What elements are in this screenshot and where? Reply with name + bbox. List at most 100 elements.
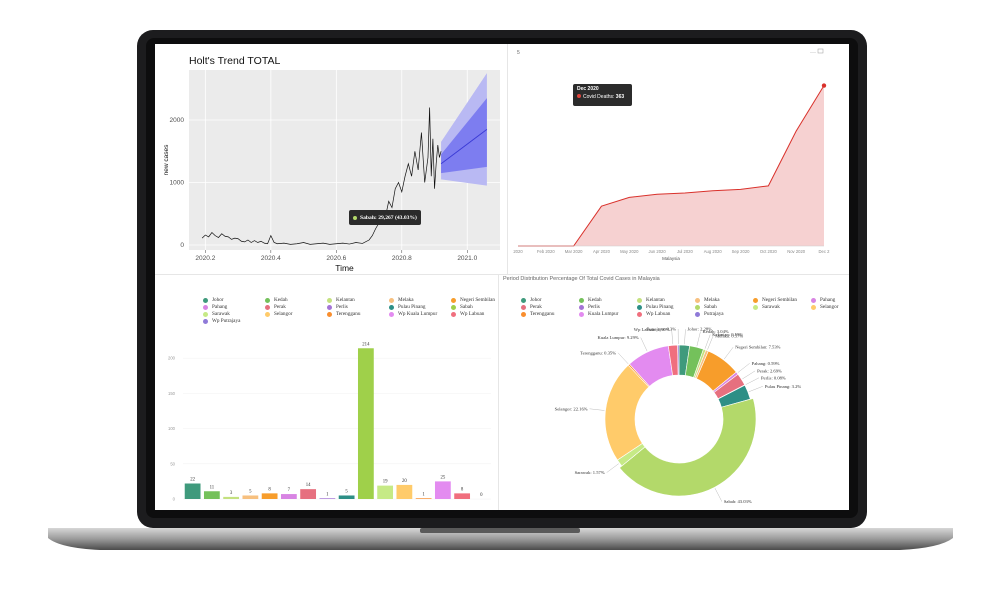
bar-legend-item[interactable]: Perak bbox=[265, 304, 323, 310]
deaths-x-tick-label: Sep 2020 bbox=[732, 249, 751, 254]
donut-data-label: Terengganu: 0.35% bbox=[580, 350, 616, 355]
covid-deaths-chart: 5 ··· 2020 Feb 2020 Mar 2020 Apr 2020 May 2020… bbox=[513, 48, 831, 261]
bar-y-tick-label: 200 bbox=[168, 356, 176, 361]
bar-legend-item[interactable]: Selangor bbox=[265, 311, 323, 317]
bar-data-label: 14 bbox=[306, 483, 311, 488]
donut-legend-item[interactable]: Kelantan bbox=[637, 297, 691, 303]
donut-legend-swatch bbox=[521, 304, 526, 310]
bar-legend-item[interactable]: Melaka bbox=[389, 297, 447, 303]
donut-legend-item[interactable]: Perak bbox=[521, 304, 575, 310]
donut-leader-line bbox=[684, 329, 686, 345]
bar-legend-item[interactable]: Kedah bbox=[265, 297, 323, 303]
bar-legend-label: Kelantan bbox=[336, 297, 355, 303]
donut-legend-label: Kelantan bbox=[646, 297, 665, 303]
bar-data-label: 8 bbox=[461, 487, 464, 492]
bar-legend-label: Sarawak bbox=[212, 311, 230, 317]
bar-legend-item[interactable]: Sarawak bbox=[203, 311, 261, 317]
bar bbox=[280, 494, 297, 499]
bar-legend-label: Melaka bbox=[398, 297, 414, 303]
donut-data-label: Putrajaya: 0.3% bbox=[647, 327, 677, 332]
donut-data-label: Johor: 2.28% bbox=[687, 327, 712, 332]
bar-legend-label: Johor bbox=[212, 297, 224, 303]
holt-y-tick-label: 2000 bbox=[170, 117, 185, 124]
donut-legend-item[interactable]: Johor bbox=[521, 297, 575, 303]
deaths-tooltip-value: 363 bbox=[615, 94, 625, 100]
holt-y-label: new cases bbox=[163, 144, 170, 175]
donut-data-label: Melaka: 0.57% bbox=[715, 333, 743, 338]
distribution-donut-panel: Period Distribution Percentage Of Total … bbox=[498, 274, 849, 510]
deaths-x-tick-label: Dec 2 bbox=[819, 249, 831, 254]
bar-legend-label: Wp Labuan bbox=[460, 311, 485, 317]
donut-slice bbox=[619, 398, 757, 497]
donut-data-label: Wp Labuan: 1.99% bbox=[634, 327, 670, 332]
bar-legend-item[interactable]: Wp Putrajaya bbox=[203, 318, 261, 324]
bar-legend-item[interactable]: Pulau Pinang bbox=[389, 304, 447, 310]
bar bbox=[357, 348, 374, 499]
deaths-tooltip-label: Covid Deaths: bbox=[583, 94, 615, 100]
donut-legend-item[interactable]: Putrajaya bbox=[695, 311, 749, 317]
donut-legend-item[interactable]: Melaka bbox=[695, 297, 749, 303]
deaths-x-tick-label: Jun 2020 bbox=[648, 249, 666, 254]
donut-legend-item[interactable]: Terengganu bbox=[521, 311, 575, 317]
donut-leader-line bbox=[707, 335, 714, 350]
bar-legend-item[interactable]: Wp Kuala Lumpur bbox=[389, 311, 447, 317]
donut-legend-item[interactable]: Pahang bbox=[811, 297, 849, 303]
bar-legend-item[interactable]: Perlis bbox=[327, 304, 385, 310]
bar-legend-item[interactable]: Johor bbox=[203, 297, 261, 303]
bar-legend-swatch bbox=[265, 297, 270, 303]
bar-legend-swatch bbox=[451, 311, 456, 317]
holt-x-tick-label: 2020.2 bbox=[195, 255, 215, 262]
deaths-x-tick-label: Feb 2020 bbox=[537, 249, 555, 254]
holt-x-tick-label: 2020.4 bbox=[261, 255, 281, 262]
bar-legend-swatch bbox=[451, 297, 456, 303]
deaths-tooltip-title: Dec 2020 bbox=[577, 86, 599, 92]
bar-legend-label: Perak bbox=[274, 304, 286, 310]
bar-legend: Johor Kedah Kelantan Melaka Negeri Sembilan P… bbox=[203, 297, 498, 324]
donut-legend-label: Kuala Lumpur bbox=[588, 311, 619, 317]
bar-legend-label: Terengganu bbox=[336, 311, 361, 317]
donut-legend-item[interactable]: Negeri Sembilan bbox=[753, 297, 807, 303]
donut-leader-line bbox=[748, 386, 763, 392]
bar-legend-label: Negeri Sembilan bbox=[460, 297, 496, 303]
donut-legend-item[interactable]: Wp Labuan bbox=[637, 311, 691, 317]
deaths-corner-mark: 5 bbox=[517, 50, 520, 56]
bar-legend-item[interactable]: Terengganu bbox=[327, 311, 385, 317]
donut-legend-label: Sabah bbox=[704, 304, 717, 310]
holt-y-tick-label: 1000 bbox=[170, 180, 185, 187]
bar-data-label: 11 bbox=[210, 485, 215, 490]
donut-leader-line bbox=[724, 347, 734, 360]
donut-legend-item[interactable]: Perlis bbox=[579, 304, 633, 310]
laptop-hinge bbox=[420, 528, 580, 533]
covid-deaths-panel: 5 ··· 2020 Feb 2020 Mar 2020 Apr 2020 May 2020… bbox=[507, 44, 849, 274]
bar-legend-item[interactable]: Kelantan bbox=[327, 297, 385, 303]
donut-legend-label: Melaka bbox=[704, 297, 720, 303]
donut-legend-swatch bbox=[521, 297, 526, 303]
donut-legend-swatch bbox=[637, 297, 642, 303]
deaths-highlight-point bbox=[821, 83, 827, 88]
bar-data-label: 7 bbox=[288, 488, 291, 493]
donut-legend-item[interactable]: Pulau Pinang bbox=[637, 304, 691, 310]
deaths-tooltip: Dec 2020 Covid Deaths: 363 bbox=[573, 84, 632, 106]
bar-y-tick-label: 150 bbox=[168, 391, 176, 396]
bar-legend-item[interactable]: Pahang bbox=[203, 304, 261, 310]
donut-legend-item[interactable]: Kuala Lumpur bbox=[579, 311, 633, 317]
donut-legend-item[interactable]: Kedah bbox=[579, 297, 633, 303]
bar-legend-swatch bbox=[327, 311, 332, 317]
donut-tooltip: Sabah: 29,267 (43.03%) bbox=[349, 210, 421, 225]
bar-legend-item[interactable]: Wp Labuan bbox=[451, 311, 498, 317]
deaths-tooltip-dot bbox=[577, 94, 581, 98]
holt-title: Holt's Trend TOTAL bbox=[189, 55, 280, 67]
bar-data-label: 1 bbox=[326, 492, 329, 497]
bar-legend-item[interactable]: Sabah bbox=[451, 304, 498, 310]
donut-legend-swatch bbox=[637, 304, 642, 310]
donut-legend-item[interactable]: Sarawak bbox=[753, 304, 807, 310]
bar-legend-item[interactable]: Negeri Sembilan bbox=[451, 297, 498, 303]
donut-legend-item[interactable]: Selangor bbox=[811, 304, 849, 310]
bar-legend-label: Pahang bbox=[212, 304, 228, 310]
bar-data-label: 22 bbox=[190, 478, 195, 483]
donut-legend-label: Pulau Pinang bbox=[646, 304, 674, 310]
bar bbox=[454, 493, 471, 499]
donut-leader-line bbox=[671, 329, 674, 345]
donut-legend-item[interactable]: Sabah bbox=[695, 304, 749, 310]
donut-leader-line bbox=[714, 488, 723, 502]
